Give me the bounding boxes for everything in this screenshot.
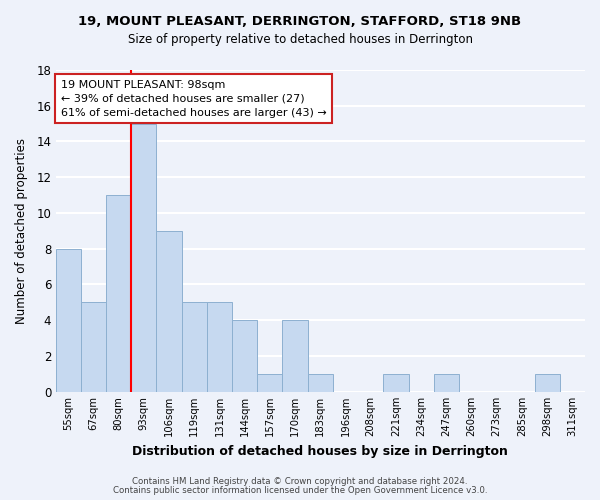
Bar [232,320,257,392]
Bar [207,302,232,392]
Text: Size of property relative to detached houses in Derrington: Size of property relative to detached ho… [128,32,473,46]
Bar [283,320,308,392]
Bar [131,124,157,392]
Bar [157,231,182,392]
Text: 19 MOUNT PLEASANT: 98sqm
← 39% of detached houses are smaller (27)
61% of semi-d: 19 MOUNT PLEASANT: 98sqm ← 39% of detach… [61,80,326,118]
Y-axis label: Number of detached properties: Number of detached properties [15,138,28,324]
Bar [308,374,333,392]
X-axis label: Distribution of detached houses by size in Derrington: Distribution of detached houses by size … [133,444,508,458]
Bar [106,195,131,392]
Bar [257,374,283,392]
Bar [535,374,560,392]
Bar [434,374,459,392]
Text: Contains HM Land Registry data © Crown copyright and database right 2024.: Contains HM Land Registry data © Crown c… [132,477,468,486]
Bar [81,302,106,392]
Bar [383,374,409,392]
Text: 19, MOUNT PLEASANT, DERRINGTON, STAFFORD, ST18 9NB: 19, MOUNT PLEASANT, DERRINGTON, STAFFORD… [79,15,521,28]
Text: Contains public sector information licensed under the Open Government Licence v3: Contains public sector information licen… [113,486,487,495]
Bar [56,248,81,392]
Bar [182,302,207,392]
